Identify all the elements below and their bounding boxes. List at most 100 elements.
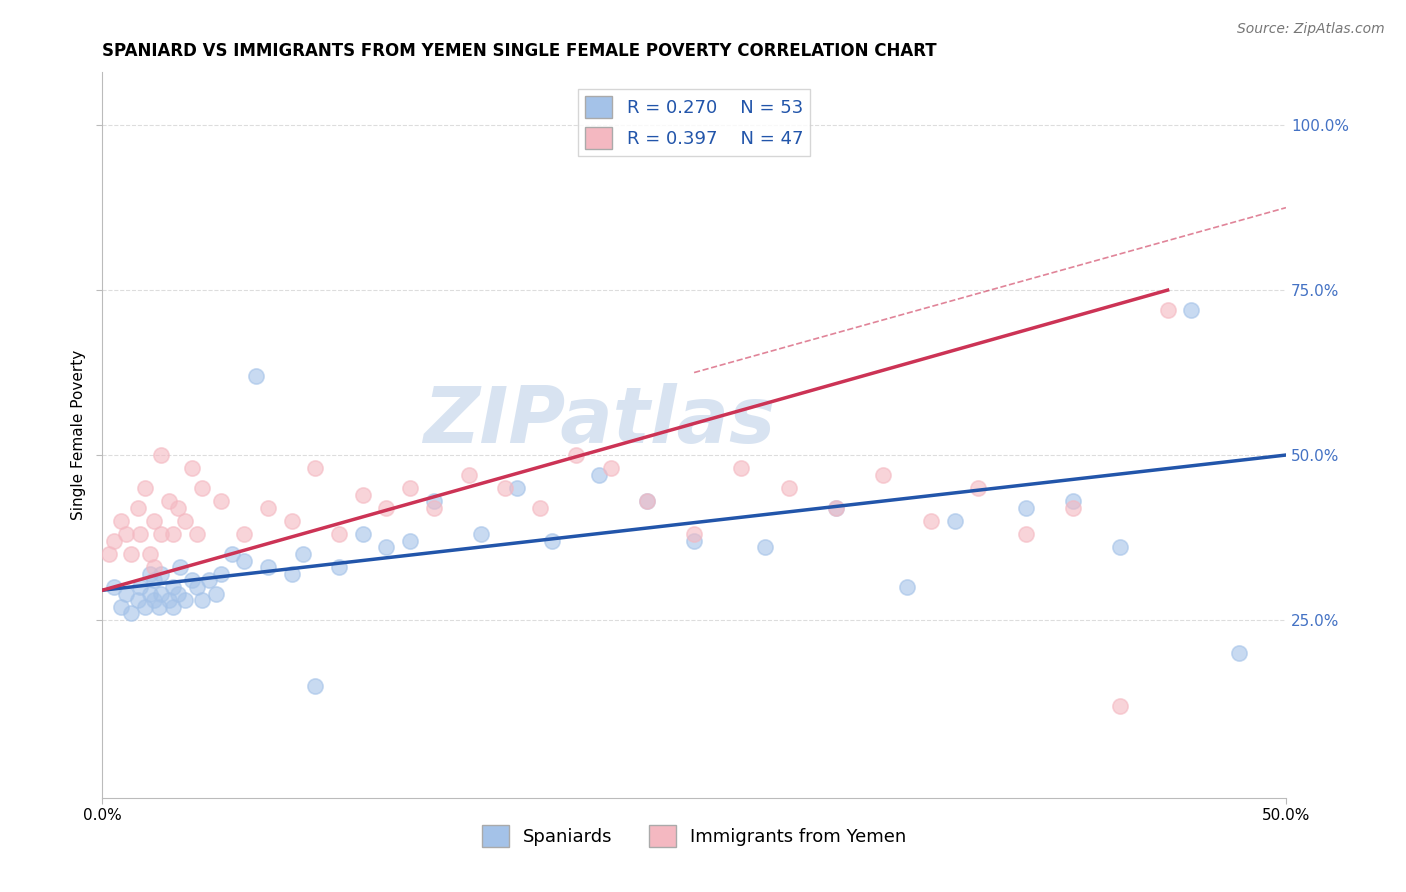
Spaniards bbox=[197, 574, 219, 588]
Spaniards bbox=[233, 553, 256, 567]
Spaniards bbox=[110, 599, 132, 614]
Spaniards bbox=[541, 533, 564, 548]
Immigrants from Yemen bbox=[458, 467, 481, 482]
Immigrants from Yemen bbox=[186, 527, 208, 541]
Spaniards bbox=[304, 679, 326, 693]
Spaniards bbox=[1109, 541, 1132, 555]
Immigrants from Yemen bbox=[328, 527, 350, 541]
Immigrants from Yemen bbox=[399, 481, 422, 495]
Spaniards bbox=[169, 560, 191, 574]
Spaniards bbox=[127, 593, 149, 607]
Immigrants from Yemen bbox=[683, 527, 706, 541]
Spaniards bbox=[143, 593, 166, 607]
Immigrants from Yemen bbox=[375, 500, 398, 515]
Immigrants from Yemen bbox=[115, 527, 138, 541]
Spaniards bbox=[375, 541, 398, 555]
Immigrants from Yemen bbox=[872, 467, 894, 482]
Spaniards bbox=[470, 527, 492, 541]
Legend: R = 0.270    N = 53, R = 0.397    N = 47: R = 0.270 N = 53, R = 0.397 N = 47 bbox=[578, 88, 810, 156]
Immigrants from Yemen bbox=[181, 461, 204, 475]
Spaniards bbox=[1014, 500, 1036, 515]
Spaniards bbox=[150, 586, 173, 600]
Immigrants from Yemen bbox=[564, 448, 586, 462]
Immigrants from Yemen bbox=[162, 527, 184, 541]
Spaniards bbox=[190, 593, 212, 607]
Spaniards bbox=[174, 593, 197, 607]
Immigrants from Yemen bbox=[304, 461, 326, 475]
Spaniards bbox=[120, 607, 142, 621]
Text: ZIPatlas: ZIPatlas bbox=[423, 383, 776, 458]
Y-axis label: Single Female Poverty: Single Female Poverty bbox=[72, 351, 86, 520]
Spaniards bbox=[129, 580, 152, 594]
Immigrants from Yemen bbox=[778, 481, 800, 495]
Spaniards bbox=[162, 580, 184, 594]
Immigrants from Yemen bbox=[825, 500, 848, 515]
Spaniards bbox=[292, 547, 315, 561]
Immigrants from Yemen bbox=[257, 500, 280, 515]
Immigrants from Yemen bbox=[730, 461, 752, 475]
Immigrants from Yemen bbox=[190, 481, 212, 495]
Immigrants from Yemen bbox=[127, 500, 149, 515]
Spaniards bbox=[134, 599, 156, 614]
Spaniards bbox=[209, 566, 232, 581]
Immigrants from Yemen bbox=[636, 494, 658, 508]
Spaniards bbox=[138, 566, 160, 581]
Immigrants from Yemen bbox=[150, 527, 173, 541]
Spaniards bbox=[138, 586, 160, 600]
Spaniards bbox=[143, 574, 166, 588]
Immigrants from Yemen bbox=[1062, 500, 1084, 515]
Spaniards bbox=[150, 566, 173, 581]
Text: SPANIARD VS IMMIGRANTS FROM YEMEN SINGLE FEMALE POVERTY CORRELATION CHART: SPANIARD VS IMMIGRANTS FROM YEMEN SINGLE… bbox=[103, 42, 936, 60]
Spaniards bbox=[257, 560, 280, 574]
Immigrants from Yemen bbox=[129, 527, 152, 541]
Immigrants from Yemen bbox=[352, 488, 374, 502]
Spaniards bbox=[943, 514, 966, 528]
Spaniards bbox=[1062, 494, 1084, 508]
Text: Source: ZipAtlas.com: Source: ZipAtlas.com bbox=[1237, 22, 1385, 37]
Immigrants from Yemen bbox=[422, 500, 444, 515]
Spaniards bbox=[205, 586, 228, 600]
Spaniards bbox=[825, 500, 848, 515]
Spaniards bbox=[115, 586, 138, 600]
Spaniards bbox=[221, 547, 243, 561]
Immigrants from Yemen bbox=[494, 481, 516, 495]
Spaniards bbox=[280, 566, 302, 581]
Immigrants from Yemen bbox=[600, 461, 623, 475]
Immigrants from Yemen bbox=[233, 527, 256, 541]
Immigrants from Yemen bbox=[209, 494, 232, 508]
Immigrants from Yemen bbox=[120, 547, 142, 561]
Immigrants from Yemen bbox=[529, 500, 551, 515]
Immigrants from Yemen bbox=[1014, 527, 1036, 541]
Spaniards bbox=[588, 467, 610, 482]
Immigrants from Yemen bbox=[167, 500, 190, 515]
Immigrants from Yemen bbox=[157, 494, 180, 508]
Immigrants from Yemen bbox=[174, 514, 197, 528]
Spaniards bbox=[399, 533, 422, 548]
Immigrants from Yemen bbox=[134, 481, 156, 495]
Spaniards bbox=[103, 580, 125, 594]
Spaniards bbox=[683, 533, 706, 548]
Immigrants from Yemen bbox=[967, 481, 990, 495]
Spaniards bbox=[186, 580, 208, 594]
Spaniards bbox=[167, 586, 190, 600]
Immigrants from Yemen bbox=[143, 514, 166, 528]
Spaniards bbox=[1227, 646, 1250, 660]
Spaniards bbox=[162, 599, 184, 614]
Spaniards bbox=[1180, 302, 1202, 317]
Spaniards bbox=[352, 527, 374, 541]
Immigrants from Yemen bbox=[110, 514, 132, 528]
Immigrants from Yemen bbox=[150, 448, 173, 462]
Immigrants from Yemen bbox=[98, 547, 121, 561]
Immigrants from Yemen bbox=[280, 514, 302, 528]
Immigrants from Yemen bbox=[143, 560, 166, 574]
Immigrants from Yemen bbox=[1156, 302, 1178, 317]
Spaniards bbox=[754, 541, 776, 555]
Spaniards bbox=[328, 560, 350, 574]
Spaniards bbox=[148, 599, 170, 614]
Spaniards bbox=[422, 494, 444, 508]
Spaniards bbox=[157, 593, 180, 607]
Spaniards bbox=[181, 574, 204, 588]
Spaniards bbox=[636, 494, 658, 508]
Immigrants from Yemen bbox=[920, 514, 942, 528]
Spaniards bbox=[896, 580, 918, 594]
